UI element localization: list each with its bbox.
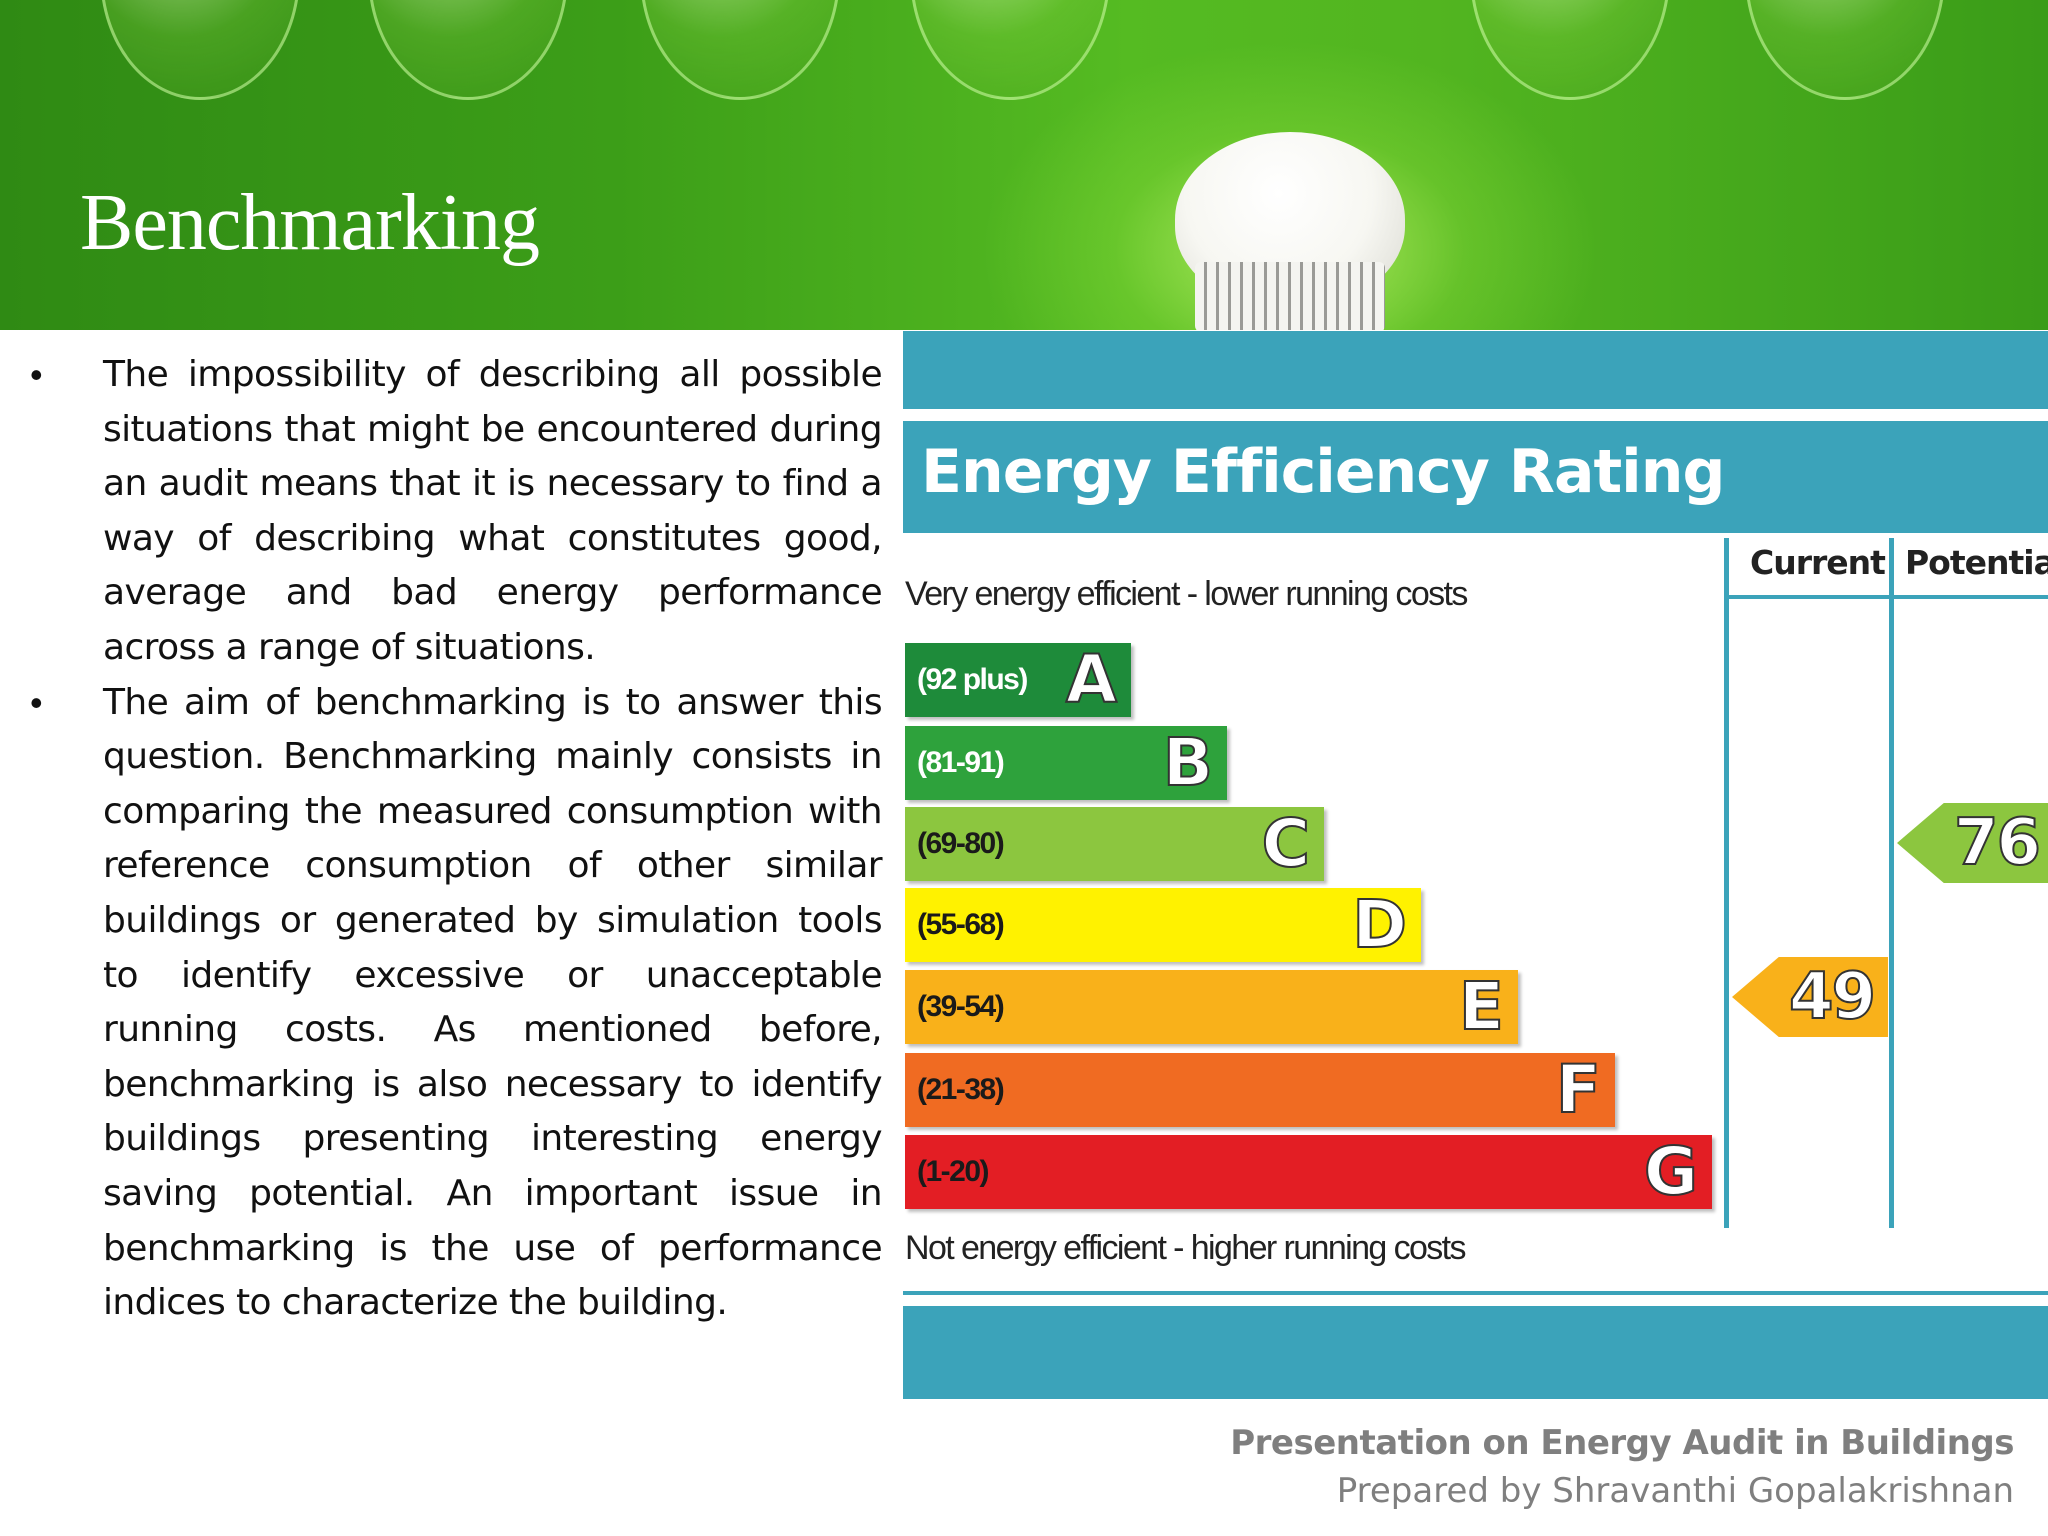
lightbulb-icon [368,0,568,100]
band-letter: E [1458,968,1505,1045]
band-letter: B [1162,724,1214,801]
band-letter: G [1643,1133,1699,1210]
lightbulb-icon [640,0,840,100]
bullet-list: • The impossibility of describing all po… [30,348,883,1331]
energy-rating-chart: Energy Efficiency Rating Current Potenti… [903,331,2048,1399]
lightbulb-icon [100,0,300,100]
potential-column-header: Potential [1905,543,2048,582]
epc-title: Energy Efficiency Rating [921,437,1725,507]
bullet-text: The aim of benchmarking is to answer thi… [103,681,883,1324]
rating-band-d: (55-68) D [905,888,1421,962]
bottom-caption: Not energy efficient - higher running co… [905,1229,1467,1267]
band-letter: D [1351,886,1408,963]
divider-line [1724,538,1729,1228]
bullet-item: • The aim of benchmarking is to answer t… [30,676,883,1331]
footer-presentation-title: Presentation on Energy Audit in Building… [1230,1423,2014,1463]
footer: Presentation on Energy Audit in Building… [1230,1420,2014,1516]
rating-band-f: (21-38) F [905,1053,1615,1127]
band-range: (39-54) [917,990,1005,1023]
band-letter: A [1065,641,1118,718]
divider-line [903,1291,2048,1295]
current-column-header: Current [1750,543,1886,582]
header-banner: Benchmarking [0,0,2048,330]
current-rating-value: 49 [1788,959,1877,1035]
slide-title: Benchmarking [80,179,540,267]
band-range: (69-80) [917,827,1005,860]
band-range: (81-91) [917,746,1005,779]
band-range: (55-68) [917,908,1005,941]
lightbulb-icon [1745,0,1945,100]
rating-band-c: (69-80) C [905,807,1324,881]
potential-rating-arrow: 76 [1897,803,2048,883]
footer-author: Prepared by Shravanthi Gopalakrishnan [1336,1471,2014,1511]
band-range: (92 plus) [917,663,1028,696]
current-rating-arrow: 49 [1732,957,1888,1037]
band-letter: F [1555,1051,1602,1128]
bullet-text: The impossibility of describing all poss… [103,354,883,668]
bullet-icon: • [30,681,43,723]
band-range: (21-38) [917,1073,1005,1106]
led-bulb-icon [1175,132,1405,330]
band-range: (1-20) [917,1155,990,1188]
potential-rating-value: 76 [1953,805,2042,881]
band-letter: C [1261,805,1311,882]
epc-title-band [903,421,2048,533]
top-caption: Very energy efficient - lower running co… [905,575,1468,613]
rating-band-g: (1-20) G [905,1135,1712,1209]
rating-band-a: (92 plus) A [905,643,1131,717]
bullet-icon: • [30,354,43,395]
epc-bottom-band [903,1306,2048,1399]
epc-top-band [903,331,2048,409]
bullet-item: • The impossibility of describing all po… [30,348,883,676]
rating-band-b: (81-91) B [905,726,1227,800]
divider-line [1889,538,1894,1228]
divider-line [1724,595,2048,599]
rating-band-e: (39-54) E [905,970,1518,1044]
